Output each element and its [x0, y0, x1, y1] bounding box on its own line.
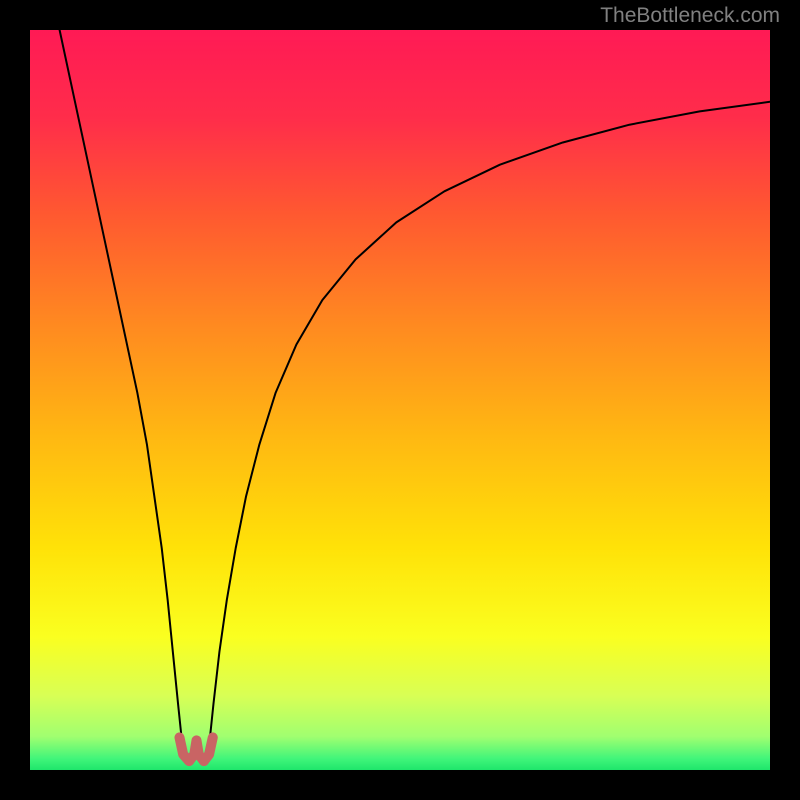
plot-area: [30, 30, 770, 770]
figure-container: TheBottleneck.com: [0, 0, 800, 800]
bottleneck-notch: [179, 737, 212, 761]
bottleneck-chart: [0, 0, 800, 800]
watermark-text: TheBottleneck.com: [600, 4, 780, 28]
